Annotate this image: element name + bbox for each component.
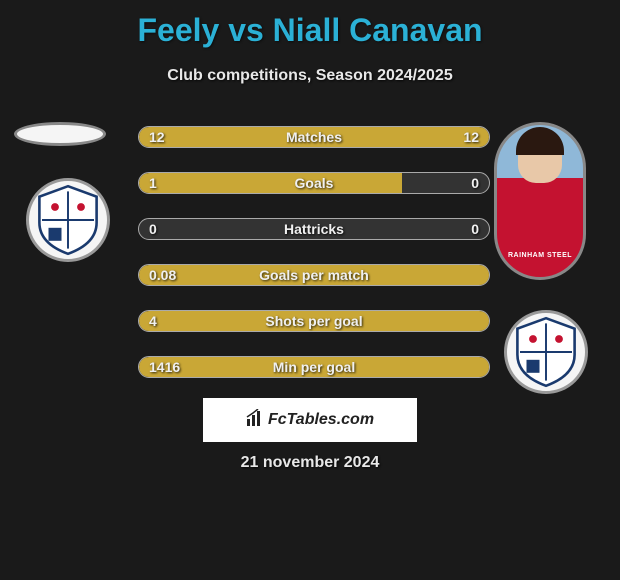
chart-icon xyxy=(246,409,264,432)
stat-row: 1416 Min per goal xyxy=(138,356,490,378)
stat-label: Goals per match xyxy=(139,265,489,285)
player-photo-left xyxy=(14,122,106,146)
stat-label: Min per goal xyxy=(139,357,489,377)
stat-value-right: 0 xyxy=(471,219,479,239)
page-title: Feely vs Niall Canavan xyxy=(0,0,620,49)
stat-label: Shots per goal xyxy=(139,311,489,331)
stat-row: 4 Shots per goal xyxy=(138,310,490,332)
stat-label: Goals xyxy=(139,173,489,193)
stat-label: Hattricks xyxy=(139,219,489,239)
stats-container: 12 Matches 12 1 Goals 0 0 Hattricks 0 0.… xyxy=(138,126,490,402)
sponsor-label: RAINHAM STEEL xyxy=(497,252,583,259)
stat-value-right: 12 xyxy=(463,127,479,147)
stat-row: 0.08 Goals per match xyxy=(138,264,490,286)
stat-label: Matches xyxy=(139,127,489,147)
stat-row: 1 Goals 0 xyxy=(138,172,490,194)
attribution-text: FcTables.com xyxy=(268,411,374,429)
attribution-badge: FcTables.com xyxy=(203,398,417,442)
club-badge-right xyxy=(504,310,588,394)
shield-icon xyxy=(29,181,107,259)
stat-value-right: 0 xyxy=(471,173,479,193)
club-badge-left xyxy=(26,178,110,262)
shield-icon xyxy=(507,313,585,391)
player-photo-right: RAINHAM STEEL xyxy=(494,122,586,280)
page-subtitle: Club competitions, Season 2024/2025 xyxy=(0,67,620,85)
stat-row: 0 Hattricks 0 xyxy=(138,218,490,240)
stat-row: 12 Matches 12 xyxy=(138,126,490,148)
date-label: 21 november 2024 xyxy=(0,454,620,472)
